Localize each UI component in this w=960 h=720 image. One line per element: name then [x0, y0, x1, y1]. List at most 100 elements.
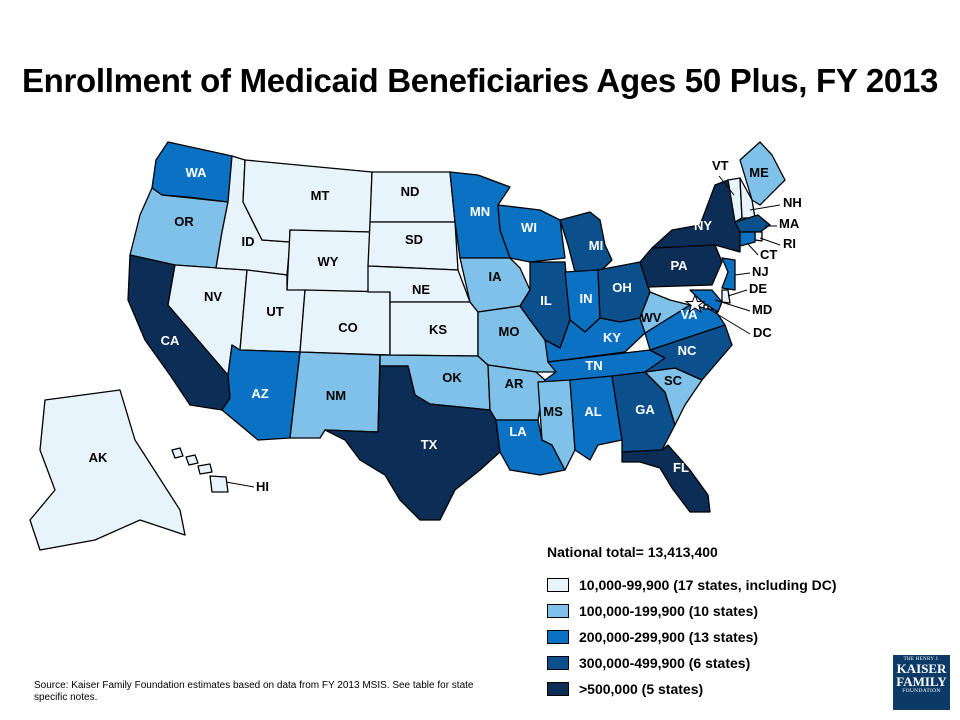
state-de: [721, 289, 731, 304]
state-tx: [324, 365, 501, 521]
kaiser-family-foundation-logo: THE HENRY J. KAISER FAMILY FOUNDATION: [893, 655, 950, 710]
state-label-tn: TN: [585, 358, 602, 373]
state-label-ar: AR: [505, 376, 524, 391]
legend-swatch: [547, 682, 569, 696]
callout-line-dc: [706, 307, 751, 335]
callout-label-ma: MA: [779, 216, 800, 231]
state-shapes: [29, 141, 786, 551]
state-ny: [651, 179, 741, 253]
callout-line-nj: [734, 272, 751, 276]
logo-line: FAMILY: [896, 674, 947, 689]
logo-line: FOUNDATION: [902, 688, 941, 694]
state-label-tx: TX: [421, 437, 438, 452]
state-label-fl: FL: [673, 460, 689, 475]
source-note: Source: Kaiser Family Foundation estimat…: [34, 680, 474, 703]
state-label-al: AL: [584, 404, 601, 419]
legend-swatch: [547, 578, 569, 592]
state-label-pa: PA: [670, 258, 688, 273]
state-label-ms: MS: [543, 404, 563, 419]
callout-label-nh: NH: [783, 195, 802, 210]
state-label-ne: NE: [412, 282, 430, 297]
legend-swatch: [547, 630, 569, 644]
state-label-wi: WI: [521, 220, 537, 235]
state-ar: [487, 364, 546, 421]
state-label-in: IN: [580, 291, 593, 306]
callout-line-vt: [718, 175, 735, 196]
state-label-id: ID: [242, 234, 255, 249]
legend-swatch: [547, 656, 569, 670]
state-label-mo: MO: [499, 324, 520, 339]
callout-label-md: MD: [752, 302, 772, 317]
state-label-me: ME: [749, 165, 769, 180]
callout-label-de: DE: [749, 281, 767, 296]
legend-item: 100,000-199,900 (10 states): [547, 598, 837, 624]
state-label-ny: NY: [694, 218, 712, 233]
state-wv: [639, 291, 691, 334]
state-label-sd: SD: [405, 232, 423, 247]
legend-item: 200,000-299,900 (13 states): [547, 624, 837, 650]
state-mi: [559, 211, 613, 273]
state-label-az: AZ: [251, 386, 268, 401]
state-label-il: IL: [540, 293, 552, 308]
legend-item: 300,000-499,900 (6 states): [547, 650, 837, 676]
callout-label-vt: VT: [712, 158, 729, 173]
state-label-mn: MN: [470, 204, 490, 219]
state-nj: [721, 257, 736, 291]
state-fl: [621, 444, 711, 513]
state-label-ga: GA: [635, 402, 655, 417]
small-state-callouts: VT NH MA RI CT NJ DE MD DC HI: [225, 158, 802, 494]
state-label-ut: UT: [266, 304, 283, 319]
state-ak: [29, 389, 186, 551]
state-label-ia: IA: [489, 269, 503, 284]
callout-label-dc: DC: [753, 325, 772, 340]
state-nc: [644, 324, 733, 381]
state-label-va: VA: [680, 307, 698, 322]
callout-label-nj: NJ: [752, 264, 769, 279]
callout-line-de: [727, 289, 748, 297]
callout-line-hi: [225, 481, 255, 488]
state-ma: [734, 214, 771, 233]
state-md: [689, 289, 723, 313]
state-label-wa: WA: [186, 165, 208, 180]
state-label-or: OR: [174, 214, 194, 229]
state-label-wy: WY: [318, 254, 339, 269]
legend-label: 10,000-99,900 (17 states, including DC): [579, 577, 837, 593]
state-hi: [171, 447, 229, 493]
legend-swatch: [547, 604, 569, 618]
national-total: National total= 13,413,400: [547, 544, 718, 560]
state-label-ok: OK: [442, 370, 462, 385]
state-label-sc: SC: [664, 373, 683, 388]
state-mt: [242, 159, 373, 243]
state-ct: [739, 231, 756, 247]
capital-star-icon: [684, 293, 706, 314]
state-label-nm: NM: [326, 388, 346, 403]
logo-line: KAISER: [896, 661, 947, 676]
state-label-ca: CA: [161, 333, 180, 348]
logo-line: THE HENRY J.: [903, 657, 940, 662]
legend-item: >500,000 (5 states): [547, 676, 837, 702]
callout-label-ri: RI: [783, 236, 796, 251]
callout-line-md: [714, 299, 751, 312]
state-label-mt: MT: [311, 188, 330, 203]
callout-label-hi: HI: [256, 479, 269, 494]
state-label-co: CO: [338, 320, 358, 335]
callout-line-nh: [749, 204, 781, 211]
state-label-ky: KY: [603, 330, 621, 345]
chart-title: Enrollment of Medicaid Beneficiaries Age…: [21, 62, 939, 99]
state-label-wv: WV: [641, 310, 662, 325]
state-label-ks: KS: [429, 322, 447, 337]
state-ri: [754, 231, 763, 242]
legend-label: 200,000-299,900 (13 states): [579, 629, 759, 645]
state-label-nc: NC: [678, 343, 697, 358]
legend-label: 300,000-499,900 (6 states): [579, 655, 751, 671]
callout-line-ri: [759, 237, 781, 246]
state-label-oh: OH: [612, 280, 632, 295]
legend-label: >500,000 (5 states): [579, 681, 704, 697]
legend: National total= 13,413,400 10,000-99,900…: [547, 544, 837, 702]
state-label-mi: MI: [589, 238, 603, 253]
state-labels: WA OR CA NV ID MT WY UT AZ CO NM ND SD NE KS OK TX MN IA MO…: [89, 165, 769, 475]
state-label-nv: NV: [204, 289, 222, 304]
state-label-nd: ND: [401, 184, 420, 199]
state-label-la: LA: [509, 424, 527, 439]
